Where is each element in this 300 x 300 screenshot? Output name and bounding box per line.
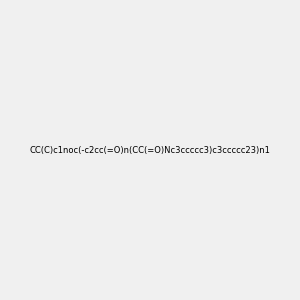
Text: CC(C)c1noc(-c2cc(=O)n(CC(=O)Nc3ccccc3)c3ccccc23)n1: CC(C)c1noc(-c2cc(=O)n(CC(=O)Nc3ccccc3)c3… <box>30 146 270 154</box>
